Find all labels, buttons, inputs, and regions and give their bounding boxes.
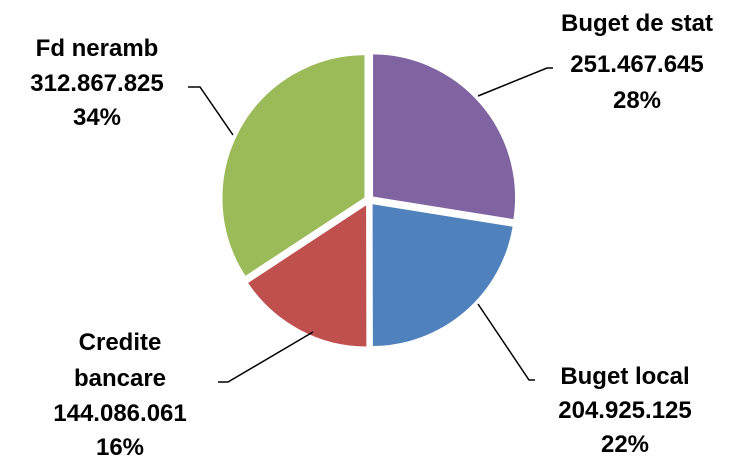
leader-line-buget-local [477,303,535,381]
label-credite-bancare-value: 144.086.061 [53,400,186,427]
label-credite-bancare-line1: Credite [79,329,162,356]
leader-line-credite-bancare [218,331,314,383]
leader-line-buget-de-stat [477,67,553,97]
label-buget-local-percent: 22% [601,431,649,458]
label-buget-local-name: Buget local [560,363,689,390]
label-fd-neramb-name: Fd neramb [36,35,159,62]
label-buget-de-stat-percent: 28% [613,87,661,114]
label-buget-de-stat-name: Buget de stat [561,10,713,37]
label-fd-neramb-percent: 34% [73,104,121,131]
label-buget-local-value: 204.925.125 [558,397,691,424]
pie-slice-buget-local [370,201,515,349]
label-buget-de-stat-value: 251.467.645 [570,51,703,78]
label-fd-neramb-value: 312.867.825 [30,70,163,97]
label-credite-bancare-percent: 16% [96,434,144,459]
pie-slice-credite-bancare [245,201,369,349]
pie-slice-buget-de-stat [371,52,518,222]
pie-slices [220,52,518,349]
leader-line-fd-neramb [188,86,234,136]
pie-slice-fd-neramb [220,53,367,279]
label-credite-bancare-line2: bancare [74,365,166,392]
